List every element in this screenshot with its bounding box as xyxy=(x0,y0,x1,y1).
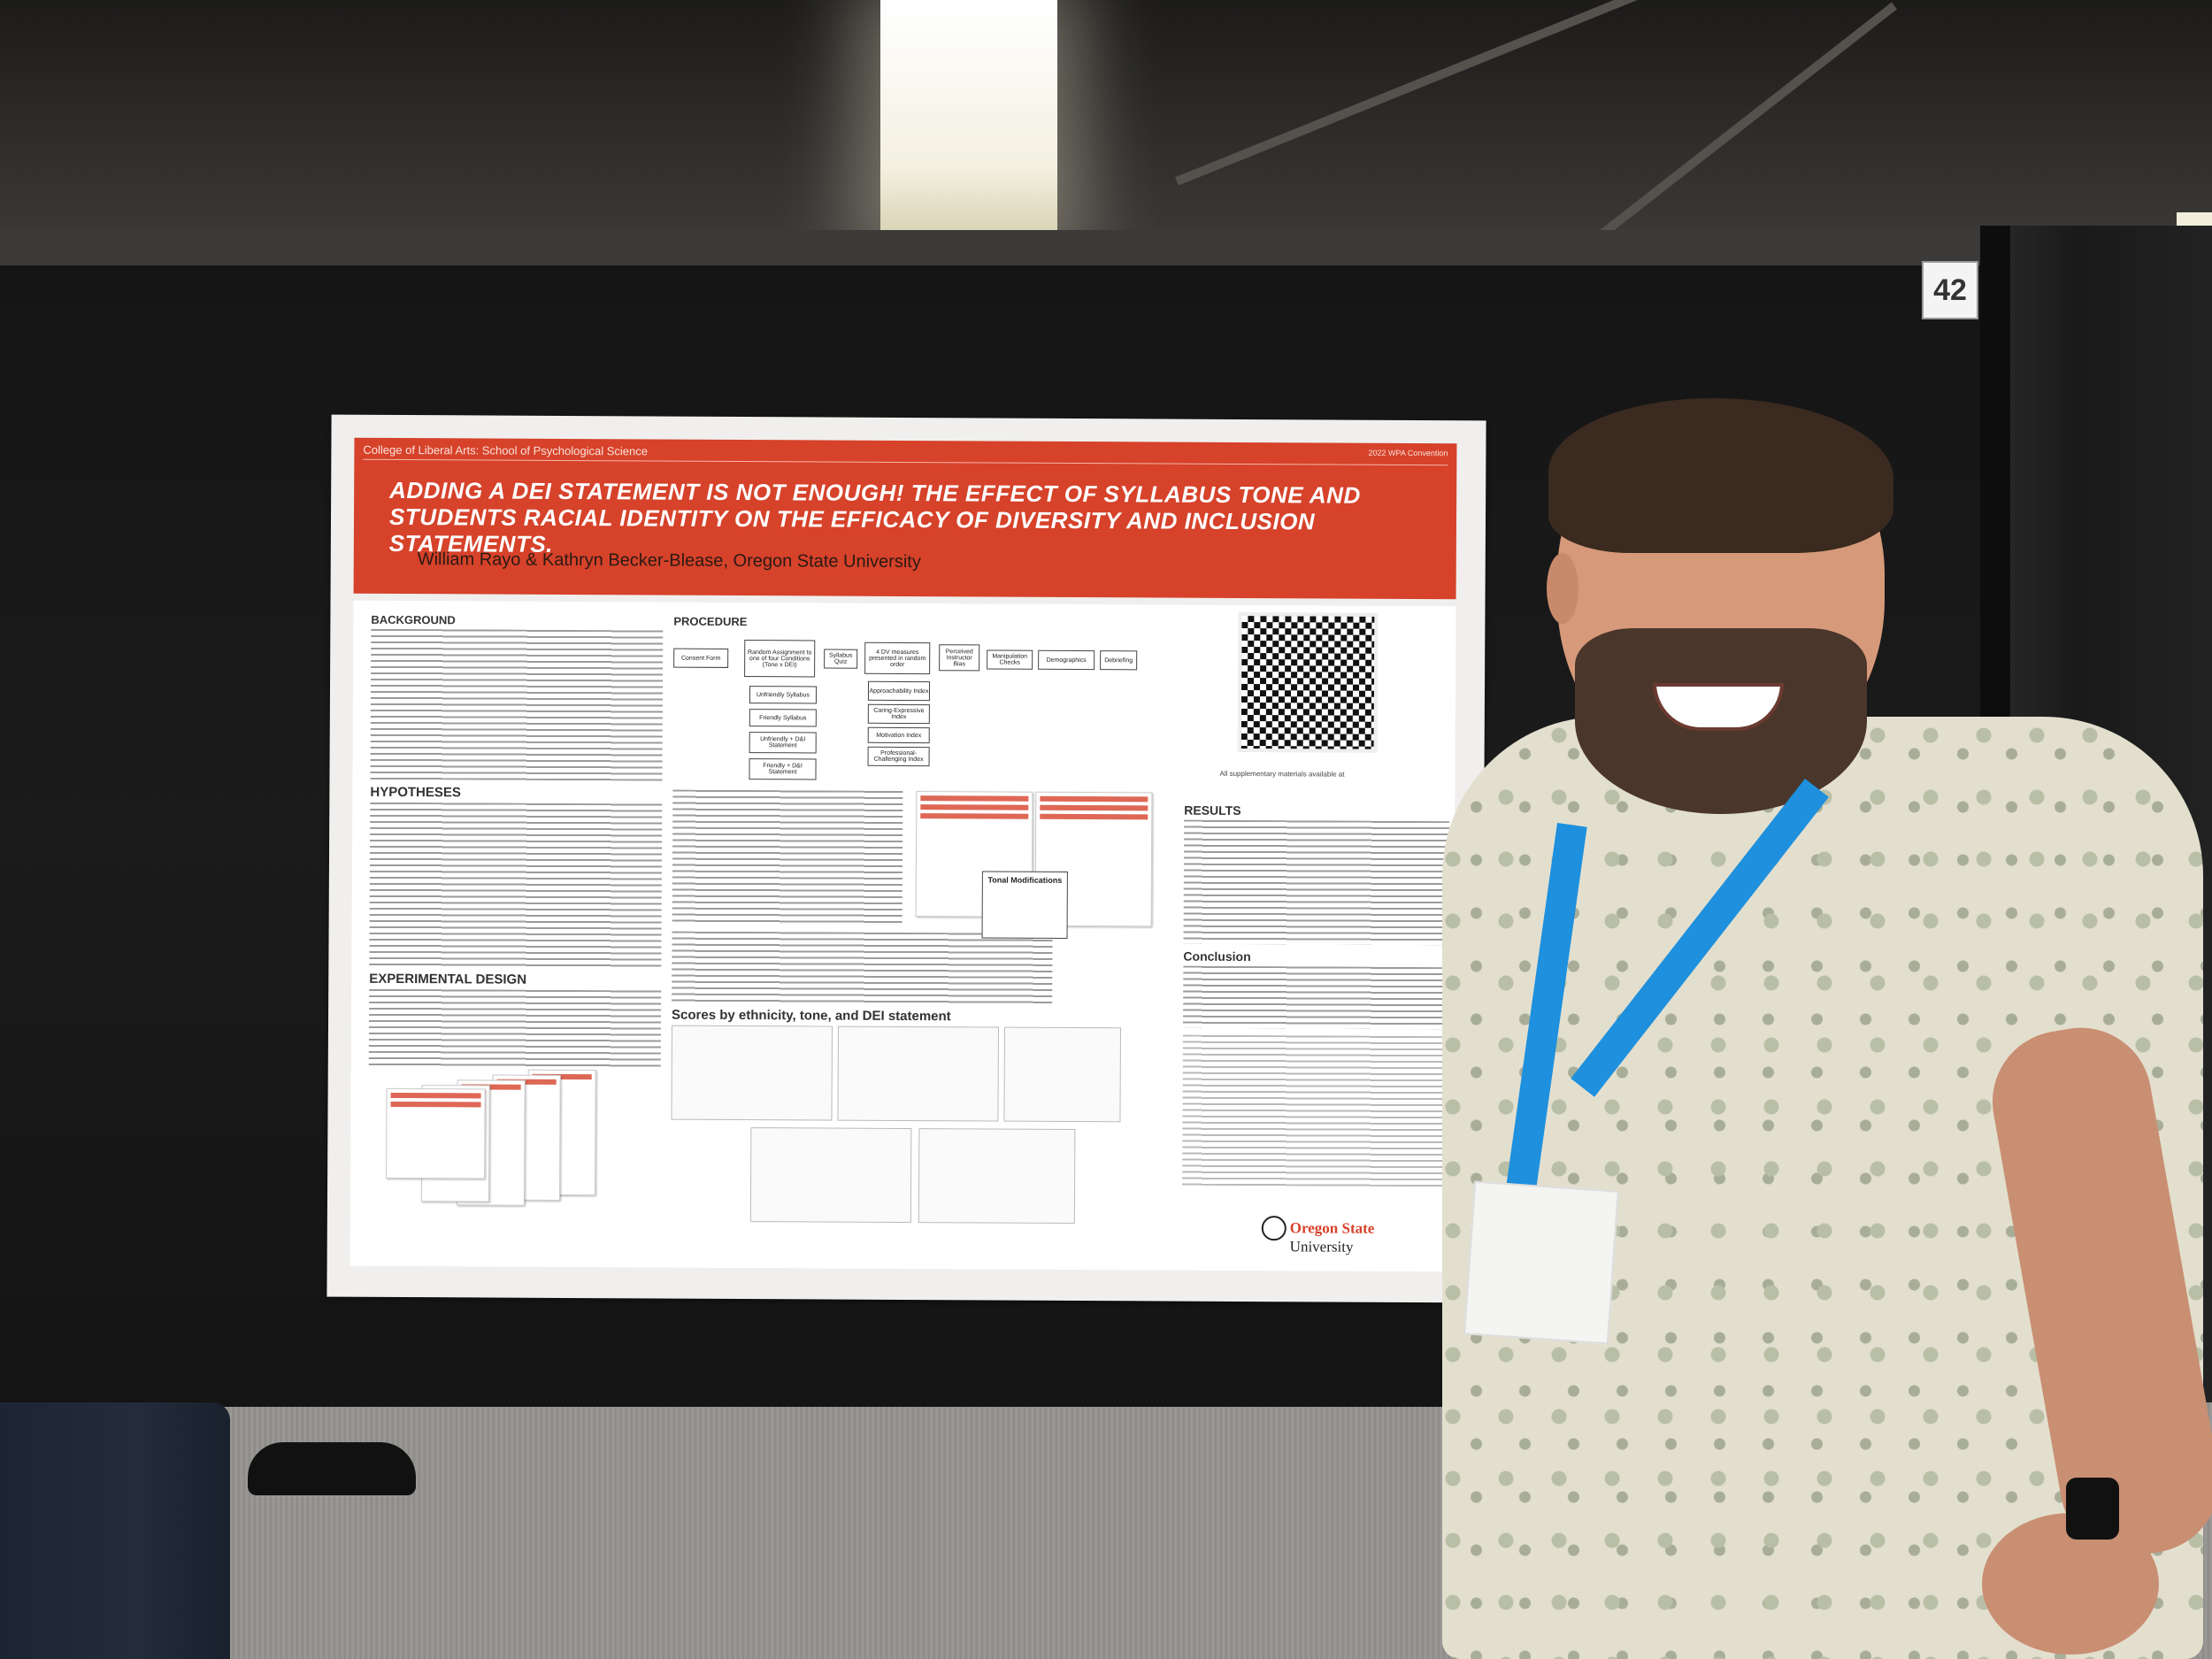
section-procedure: PROCEDURE xyxy=(673,614,748,629)
condition-box: Friendly + D&I Statement xyxy=(749,758,817,780)
presenter xyxy=(1416,398,2212,1659)
ceiling xyxy=(0,0,2212,230)
tonal-modifications-box: Tonal Modifications xyxy=(981,871,1068,939)
poster-affiliation: College of Liberal Arts: School of Psych… xyxy=(363,442,649,458)
flow-step: Consent Form xyxy=(673,648,729,668)
ear xyxy=(1547,553,1578,624)
score-chart xyxy=(671,1025,833,1121)
conclusion-text xyxy=(1183,965,1449,1030)
poster-authors: William Rayo & Kathryn Becker-Blease, Or… xyxy=(417,549,921,572)
condition-box: Unfriendly + D&I Statement xyxy=(749,732,817,754)
hypotheses-text xyxy=(369,802,663,968)
ceiling-light xyxy=(880,0,1057,234)
syllabus-condition-block: Tonal Modifications xyxy=(672,789,1153,939)
procedure-flowchart: Consent Form Random Assignment to one of… xyxy=(672,631,1138,793)
poster-column-right: All supplementary materials available at… xyxy=(1182,611,1450,1187)
dv-measure-box: Approachability Index xyxy=(867,680,931,702)
score-chart xyxy=(749,1127,912,1224)
passerby-legs xyxy=(0,1402,230,1659)
osu-logo-subtext: University xyxy=(1289,1238,1354,1256)
score-chart xyxy=(918,1128,1076,1225)
section-results: RESULTS xyxy=(1184,803,1241,818)
header-divider xyxy=(363,458,1448,466)
flow-step: 4 DV measures presented in random order xyxy=(864,641,931,675)
wristwatch xyxy=(2066,1478,2119,1540)
section-experimental-design: EXPERIMENTAL DESIGN xyxy=(369,971,527,987)
condition-box: Friendly Syllabus xyxy=(749,709,817,727)
qr-code[interactable] xyxy=(1237,611,1379,753)
qr-area: All supplementary materials available at xyxy=(1184,611,1450,800)
flow-step: Syllabus Quiz xyxy=(824,649,858,669)
section-background: BACKGROUND xyxy=(371,612,456,627)
dependent-variables-text xyxy=(672,931,1053,1004)
background-text xyxy=(370,628,664,781)
flow-step: Perceived Instructor Bias xyxy=(939,644,980,672)
dv-measure-box: Motivation Index xyxy=(867,726,930,744)
passerby-shoe xyxy=(248,1442,416,1495)
poster-header: College of Liberal Arts: School of Psych… xyxy=(353,437,1457,600)
flow-step: Manipulation Checks xyxy=(987,649,1033,670)
dv-measure-box: Caring-Expressive Index xyxy=(867,703,930,725)
poster-column-middle: PROCEDURE Consent Form Random Assignment… xyxy=(671,610,1153,1225)
supplementary-note: All supplementary materials available at xyxy=(1219,769,1345,779)
flow-step: Demographics xyxy=(1038,649,1095,671)
poster-title: ADDING A DEI STATEMENT IS NOT ENOUGH! TH… xyxy=(388,476,1361,557)
name-badge xyxy=(1463,1180,1619,1345)
results-text xyxy=(1183,819,1450,946)
score-chart xyxy=(837,1025,1000,1122)
booth-number-tag: 42 xyxy=(1922,261,1978,319)
flow-step: Random Assignment to one of four Conditi… xyxy=(744,640,816,678)
flow-step: Debriefing xyxy=(1100,650,1138,671)
section-hypotheses: HYPOTHESES xyxy=(370,784,461,801)
syllabus-thumbnails xyxy=(368,1069,661,1206)
syllabus-condition-text xyxy=(672,789,903,924)
score-chart xyxy=(1003,1026,1122,1123)
references-text xyxy=(1182,1034,1448,1187)
section-conclusion: Conclusion xyxy=(1183,949,1251,964)
board-frame xyxy=(0,230,2000,265)
poster-column-left: BACKGROUND HYPOTHESES EXPERIMENTAL DESIG… xyxy=(368,608,664,1206)
design-text xyxy=(368,988,662,1071)
osu-logo-text: Oregon State xyxy=(1289,1219,1375,1237)
syllabus-page xyxy=(386,1087,486,1179)
dv-measure-box: Professional-Challenging Index xyxy=(867,746,930,767)
osu-seal-icon xyxy=(1261,1216,1286,1241)
scores-heading: Scores by ethnicity, tone, and DEI state… xyxy=(672,1007,951,1025)
condition-box: Unfriendly Syllabus xyxy=(749,686,818,704)
research-poster: College of Liberal Arts: School of Psych… xyxy=(326,414,1486,1303)
hair xyxy=(1548,398,1893,553)
scores-charts xyxy=(671,1025,1132,1225)
poster-body: BACKGROUND HYPOTHESES EXPERIMENTAL DESIG… xyxy=(349,600,1456,1272)
